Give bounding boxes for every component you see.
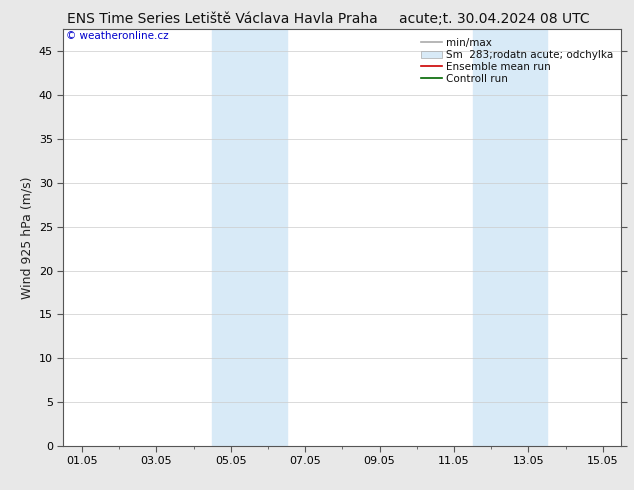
Bar bbox=[472, 29, 547, 446]
Text: acute;t. 30.04.2024 08 UTC: acute;t. 30.04.2024 08 UTC bbox=[399, 12, 590, 26]
Bar bbox=[212, 29, 287, 446]
Text: ENS Time Series Letiště Václava Havla Praha: ENS Time Series Letiště Václava Havla Pr… bbox=[67, 12, 377, 26]
Text: © weatheronline.cz: © weatheronline.cz bbox=[66, 31, 169, 42]
Legend: min/max, Sm  283;rodatn acute; odchylka, Ensemble mean run, Controll run: min/max, Sm 283;rodatn acute; odchylka, … bbox=[418, 35, 616, 87]
Y-axis label: Wind 925 hPa (m/s): Wind 925 hPa (m/s) bbox=[20, 176, 34, 299]
